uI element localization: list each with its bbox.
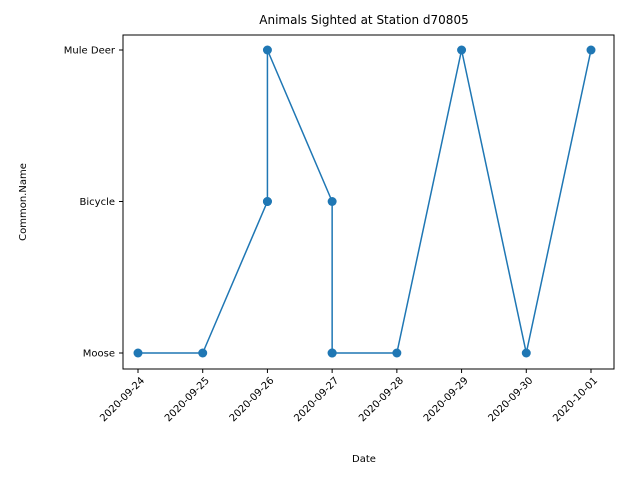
plot-area [133,45,596,358]
data-point [457,45,467,55]
data-point [327,348,337,358]
y-axis: Moose Bicycle Mule Deer [64,46,123,360]
y-axis-title: Common.Name [18,163,29,241]
data-point [327,197,337,206]
data-point [521,348,531,358]
y-tick-label: Moose [83,349,115,360]
data-point [133,348,143,358]
y-tick-label: Bicycle [80,197,115,208]
data-point [392,348,402,358]
x-axis-title: Date [352,454,376,465]
data-point [262,197,272,206]
y-tick-label: Mule Deer [64,46,116,57]
data-point [198,348,208,358]
data-point [262,45,272,55]
series-line [138,49,592,354]
data-point [586,45,596,55]
chart-title: Animals Sighted at Station d70805 [259,13,468,27]
